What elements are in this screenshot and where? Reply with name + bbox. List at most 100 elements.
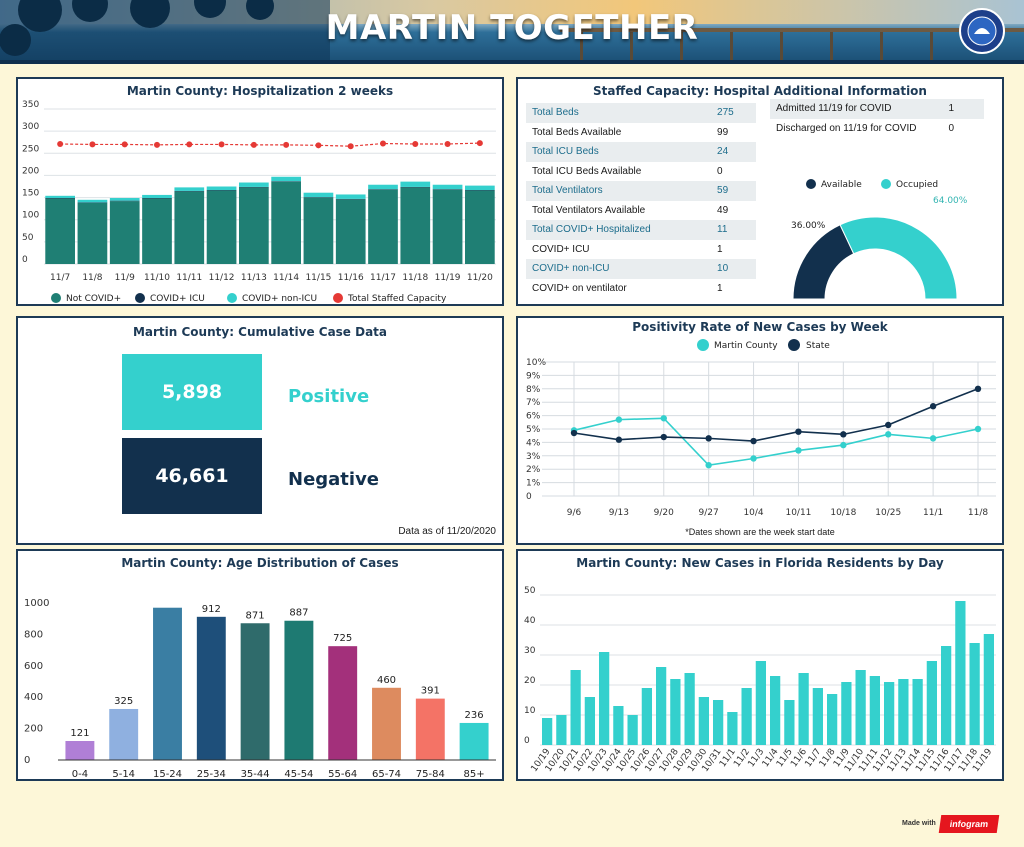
bar-not-covid-: [368, 189, 398, 264]
bar-covid-non-icu: [271, 176, 301, 182]
daily-bar: [712, 700, 724, 745]
x-tick-label: 11/14: [273, 273, 299, 283]
y-tick-label: 2%: [526, 465, 541, 475]
staffed-row-label: COVID+ ICU: [532, 243, 590, 255]
series-point: [570, 429, 578, 437]
staffed-row-label: Total COVID+ Hospitalized: [532, 224, 651, 236]
legend-marker: [806, 179, 816, 189]
staffed-row-value: 275: [717, 107, 734, 119]
admissions-row-label: Discharged on 11/19 for COVID: [776, 122, 917, 134]
donut-slice-available: [792, 224, 855, 300]
x-tick-label: 65-74: [372, 769, 401, 779]
y-tick-label: 1%: [526, 479, 541, 489]
capacity-point: [186, 141, 193, 148]
daily-panel: Martin County: New Cases in Florida Resi…: [516, 549, 1004, 781]
as-of-date: Data as of 11/20/2020: [398, 526, 496, 537]
x-tick-label: 11/18: [402, 273, 428, 283]
y-tick-label: 50: [22, 233, 34, 243]
y-tick-label: 300: [22, 122, 39, 132]
daily-bar: [855, 670, 866, 745]
staffed-row: Total ICU Beds 24: [526, 142, 756, 162]
legend-label: COVID+ non-ICU: [242, 294, 317, 304]
staffed-capacity-title: Staffed Capacity: Hospital Additional In…: [593, 84, 927, 98]
bar-covid-non-icu: [174, 187, 205, 191]
staffed-row: Total COVID+ Hospitalized 11: [526, 220, 756, 240]
x-tick-label: 10/18: [830, 508, 856, 518]
admissions-row-label: Admitted 11/19 for COVID: [776, 103, 892, 115]
bar-not-covid-: [206, 190, 237, 264]
page-title: MARTIN TOGETHER: [325, 8, 699, 48]
x-tick-label: 0-4: [72, 769, 88, 779]
capacity-donut-chart: Available Occupied 36.00% 64.00%: [791, 179, 968, 300]
y-tick-label: 0: [526, 492, 532, 502]
staffed-row-label: Total Beds: [532, 107, 579, 119]
x-tick-label: 11/10: [144, 273, 170, 283]
x-tick-label: 10/11: [785, 508, 811, 518]
infogram-logo[interactable]: infogram: [938, 815, 1000, 833]
age-panel: Martin County: Age Distribution of Cases…: [16, 549, 504, 781]
age-title: Martin County: Age Distribution of Cases: [121, 556, 399, 570]
age-bar-value: 912: [202, 604, 221, 615]
donut-label-available: 36.00%: [791, 221, 826, 231]
series-point: [840, 431, 847, 438]
hospitalization-panel: Martin County: Hospitalization 2 weeks 0…: [16, 77, 504, 306]
capacity-point: [250, 141, 257, 148]
admissions-row-value: 0: [948, 122, 954, 134]
x-tick-label: 11/17: [370, 273, 396, 283]
admissions-row: Discharged on 11/19 for COVID 0: [770, 119, 984, 139]
series-point: [705, 461, 712, 469]
y-tick-label: 30: [524, 646, 536, 656]
daily-title: Martin County: New Cases in Florida Resi…: [576, 556, 944, 570]
y-tick-label: 10%: [526, 358, 546, 368]
x-tick-label: 11/15: [305, 273, 331, 283]
positive-tile: 5,898: [122, 354, 262, 430]
age-bar-value: 871: [246, 610, 265, 621]
tree-silhouette-image: [0, 0, 330, 62]
staffed-row: Total Beds 275: [526, 103, 756, 123]
series-point: [795, 428, 802, 435]
daily-bar: [741, 688, 752, 745]
staffed-row-label: Total Beds Available: [532, 126, 622, 138]
staffed-row-value: 10: [717, 263, 729, 275]
series-point: [929, 435, 937, 442]
x-tick-label: 11/12: [209, 273, 235, 283]
daily-bar: [784, 700, 795, 745]
admissions-table: Admitted 11/19 for COVID 1 Discharged on 1…: [770, 99, 984, 138]
x-tick-label: 11/20: [467, 273, 493, 283]
age-bar-value: 725: [333, 633, 352, 644]
x-tick-label: 85+: [464, 769, 485, 779]
age-bar: [240, 623, 270, 760]
bar-covid-non-icu: [239, 182, 269, 187]
age-bar-value: 887: [289, 608, 308, 619]
y-tick-label: 0: [22, 255, 28, 265]
bar-covid-non-icu: [77, 199, 108, 203]
positivity-note: *Dates shown are the week start date: [685, 527, 835, 537]
daily-bar: [798, 673, 809, 745]
y-tick-label: 0: [524, 736, 530, 746]
y-tick-label: 3%: [526, 452, 541, 462]
county-seal-logo: [959, 8, 1005, 54]
x-tick-label: 11/1: [923, 508, 943, 518]
x-tick-label: 9/6: [567, 508, 582, 518]
age-bar: [65, 741, 95, 760]
bar-covid-non-icu: [303, 192, 334, 198]
y-tick-label: 50: [524, 586, 536, 596]
daily-bar: [955, 601, 966, 745]
x-tick-label: 11/11: [176, 273, 202, 283]
y-tick-label: 4%: [526, 438, 541, 448]
capacity-point: [380, 140, 386, 147]
staffed-row-value: 11: [717, 224, 728, 236]
y-tick-label: 400: [24, 692, 43, 703]
x-tick-label: 11/19: [435, 273, 461, 283]
age-bar-value: 391: [421, 686, 440, 697]
capacity-point: [89, 141, 96, 148]
series-point: [885, 421, 892, 429]
y-tick-label: 100: [22, 211, 39, 221]
series-point: [615, 416, 623, 423]
series-point: [750, 455, 757, 462]
x-tick-label: 45-54: [284, 769, 313, 779]
x-tick-label: 10/25: [875, 508, 901, 518]
age-bar: [459, 722, 489, 760]
legend-label: Not COVID+: [66, 294, 121, 304]
daily-bar: [812, 688, 824, 745]
